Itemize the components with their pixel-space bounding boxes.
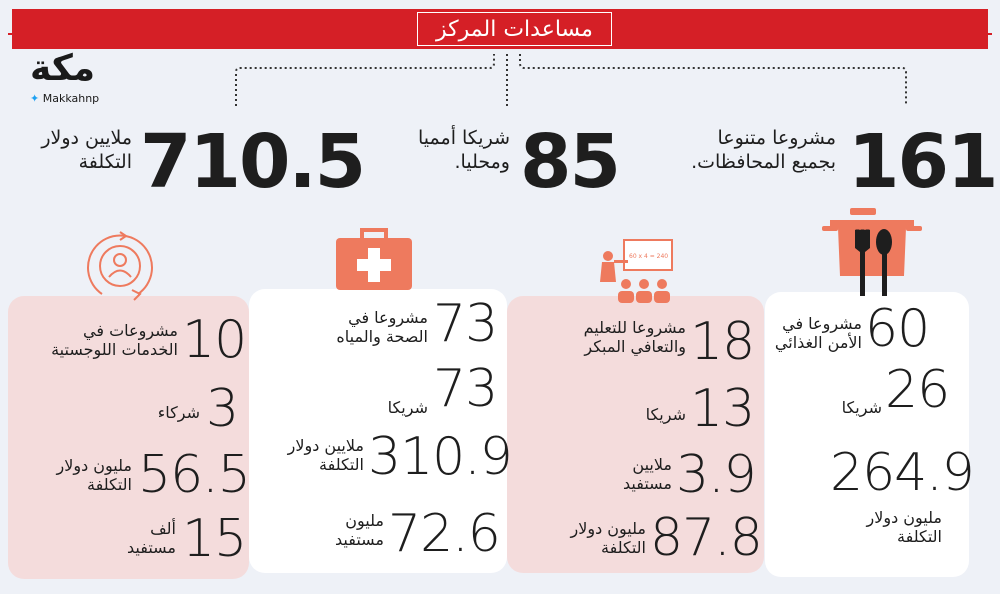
health-cost-caption: ملايين دولار التكلفة (256, 436, 364, 474)
edu-beneficiaries-caption-line2: مستفيد (623, 474, 672, 493)
logo-wordmark: مكة (30, 48, 96, 89)
svg-text:60 x 4 = 240: 60 x 4 = 240 (629, 253, 668, 260)
food-cost-value: 264.9 (830, 443, 975, 503)
health-beneficiaries-caption: مليون مستفيد (280, 511, 384, 549)
logistics-partners-value: 3 (206, 379, 239, 439)
total-projects-caption: مشروعا متنوعا بجميع المحافظات. (640, 126, 836, 174)
cooking-pot-icon (822, 208, 922, 296)
edu-cost-caption: مليون دولار التكلفة (520, 519, 647, 557)
card-food-security (765, 292, 969, 577)
total-cost-caption-line1: ملايين دولار (41, 127, 132, 149)
logistics-projects-caption-line2: الخدمات اللوجستية (51, 340, 178, 359)
person-cycle-icon (87, 231, 153, 301)
food-projects-value: 60 (865, 299, 930, 359)
total-partners-caption-line1: شريكا أمميا (418, 127, 510, 149)
health-beneficiaries-caption-line2: مستفيد (335, 530, 384, 549)
card-health (249, 289, 507, 573)
edu-partners-value: 13 (690, 379, 755, 439)
logistics-beneficiaries-caption-line2: مستفيد (127, 538, 176, 557)
logo-handle: Makkahnp (42, 92, 100, 105)
total-partners-value: 85 (520, 119, 621, 205)
logistics-beneficiaries-caption: ألف مستفيد (76, 519, 176, 557)
total-projects-caption-line1: مشروعا متنوعا (717, 127, 836, 149)
edu-beneficiaries-caption: ملايين مستفيد (572, 455, 672, 493)
total-projects-caption-line2: بجميع المحافظات. (691, 151, 836, 173)
edu-partners-caption: شريكا (645, 405, 686, 424)
health-beneficiaries-value: 72.6 (388, 504, 501, 564)
food-projects-caption-line1: مشروعا في (782, 314, 862, 333)
logistics-cost-caption: مليون دولار التكلفة (20, 456, 133, 494)
logistics-beneficiaries-value: 15 (182, 509, 247, 569)
total-partners-caption: شريكا أمميا ومحليا. (360, 126, 510, 174)
food-cost-caption-line2: التكلفة (897, 527, 942, 546)
logistics-beneficiaries-caption-line1: ألف (150, 519, 176, 538)
total-cost-caption-line2: التكلفة (78, 151, 132, 173)
edu-cost-value: 87.8 (650, 508, 763, 568)
edu-cost-caption-line2: التكلفة (601, 538, 646, 557)
twitter-bird-icon: ✦ (30, 92, 40, 105)
logistics-projects-value: 10 (182, 310, 247, 370)
food-cost-caption: مليون دولار التكلفة (800, 508, 943, 546)
logistics-projects-caption-line1: مشروعات في (83, 321, 178, 340)
logistics-projects-caption: مشروعات في الخدمات اللوجستية (10, 321, 178, 359)
card-logistics (8, 296, 249, 579)
card-education (507, 296, 764, 573)
logo: مكة ✦ Makkahnp (26, 48, 136, 108)
edu-beneficiaries-caption-line1: ملايين (632, 455, 672, 474)
food-cost-caption-line1: مليون دولار (866, 508, 943, 527)
food-partners-value: 26 (885, 360, 950, 420)
health-partners-caption: شريكا (387, 398, 428, 417)
total-partners-caption-line2: ومحليا. (454, 151, 510, 173)
food-projects-caption-line2: الأمن الغذائي (774, 333, 862, 352)
health-cost-caption-line1: ملايين دولار (287, 436, 364, 455)
edu-projects-value: 18 (690, 312, 755, 372)
logistics-cost-caption-line1: مليون دولار (56, 456, 133, 475)
total-cost-caption: ملايين دولار التكلفة (20, 126, 132, 174)
health-projects-caption-line1: مشروعا في (348, 308, 428, 327)
food-partners-caption: شريكا (841, 398, 882, 417)
edu-projects-caption-line1: مشروعا للتعليم (583, 318, 686, 337)
edu-beneficiaries-value: 3.9 (676, 445, 757, 505)
health-projects-caption: مشروعا في الصحة والمياه (290, 308, 428, 346)
total-cost-value: 710.5 (140, 119, 366, 205)
logistics-cost-caption-line2: التكلفة (87, 475, 132, 494)
health-beneficiaries-caption-line1: مليون (345, 511, 384, 530)
page-title: مساعدات المركز (417, 12, 612, 46)
logistics-partners-caption: شركاء (157, 403, 200, 422)
edu-projects-caption: مشروعا للتعليم والتعافي المبكر (520, 318, 686, 356)
logo-handle-line: ✦ Makkahnp (30, 92, 99, 105)
logistics-cost-value: 56.5 (138, 445, 251, 505)
edu-projects-caption-line2: والتعافي المبكر (584, 337, 686, 356)
health-partners-value: 73 (433, 359, 498, 419)
first-aid-kit-icon (336, 228, 412, 290)
health-projects-value: 73 (433, 294, 498, 354)
food-projects-caption: مشروعا في الأمن الغذائي (740, 314, 862, 352)
total-projects-value: 161 (848, 119, 998, 205)
teacher-classroom-icon: 60 x 4 = 240 (600, 239, 673, 303)
health-projects-caption-line2: الصحة والمياه (336, 327, 428, 346)
health-cost-value: 310.9 (368, 427, 513, 487)
header-bar: مساعدات المركز (12, 9, 988, 49)
health-cost-caption-line2: التكلفة (319, 455, 364, 474)
edu-cost-caption-line1: مليون دولار (570, 519, 647, 538)
